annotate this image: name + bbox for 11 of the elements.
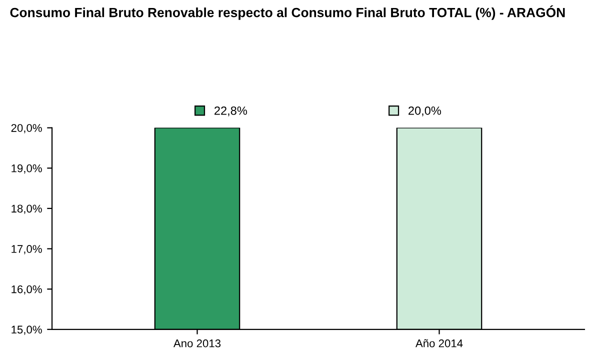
- legend-label: 20,0%: [408, 106, 442, 116]
- y-tick-label: 17,0%: [12, 245, 42, 254]
- chart-title: Consumo Final Bruto Renovable respecto al Consumo Final Bruto TOTAL (%) - ARAGÓN: [10, 5, 565, 20]
- x-tick-label: Ano 2013: [173, 339, 221, 348]
- y-tick-label: 18,0%: [12, 204, 42, 214]
- y-tick-label: 16,0%: [12, 285, 42, 295]
- y-tick-label: 15,0%: [12, 326, 42, 335]
- y-tick-label: 20,0%: [11, 124, 42, 134]
- x-tick-label: Año 2014: [415, 339, 463, 348]
- legend-label: 22,8%: [214, 106, 247, 116]
- y-tick-label: 19,0%: [12, 164, 42, 174]
